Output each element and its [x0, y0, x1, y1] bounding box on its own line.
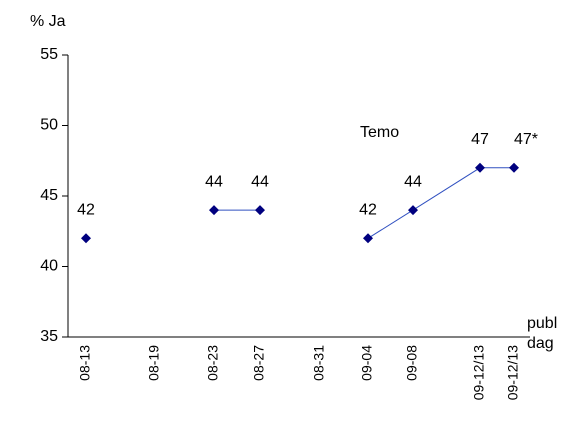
marker: [408, 205, 418, 216]
y-axis-label: % Ja: [30, 13, 66, 30]
data-label: 44: [404, 173, 422, 190]
x-axis-label: publ dag: [527, 315, 557, 352]
x-tick-label: 08-13: [77, 345, 93, 381]
x-tick-label: 09-12/13: [471, 345, 487, 400]
x-tick-label: 09-04: [359, 345, 375, 381]
marker: [81, 233, 91, 244]
data-label: 47*: [514, 131, 538, 148]
y-tick-label: 35: [40, 328, 58, 345]
y-tick-label: 50: [40, 117, 58, 134]
marker: [255, 205, 265, 216]
x-tick-label: 08-23: [205, 345, 221, 381]
y-tick-label: 40: [40, 258, 58, 275]
data-label: 44: [251, 173, 269, 190]
data-label: 44: [205, 173, 223, 190]
data-label: 47: [471, 131, 489, 148]
x-tick-label: 08-31: [311, 345, 327, 381]
x-tick-label: 08-19: [146, 345, 162, 381]
y-tick-label: 45: [40, 187, 58, 204]
y-tick-label: 55: [40, 46, 58, 63]
marker: [509, 162, 519, 173]
x-tick-label: 08-27: [251, 345, 267, 381]
line: [214, 167, 514, 239]
marker: [475, 162, 485, 173]
x-tick-label: 09-12/13: [505, 345, 521, 400]
data-label: 42: [77, 202, 95, 219]
data-label: 42: [359, 202, 377, 219]
x-tick-label: 09-08: [404, 345, 420, 381]
annotation: Temo: [360, 124, 399, 141]
marker: [363, 233, 373, 244]
marker: [209, 205, 219, 216]
